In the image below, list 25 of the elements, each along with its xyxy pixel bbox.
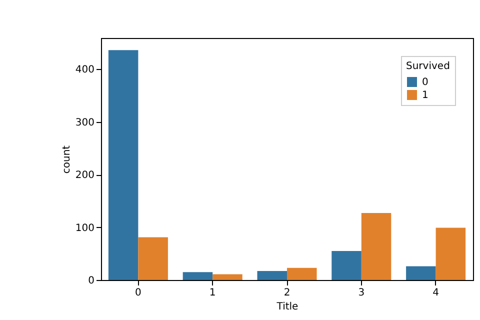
y-tick-label: 300	[75, 117, 94, 128]
bar	[257, 271, 287, 280]
x-tick-label: 3	[358, 288, 365, 298]
bar	[436, 228, 466, 280]
x-tick-label: 0	[135, 288, 142, 298]
legend-label: 0	[422, 77, 428, 88]
bar	[212, 274, 242, 280]
x-tick-label: 4	[432, 288, 439, 298]
bar	[108, 50, 138, 280]
bar	[287, 268, 317, 280]
x-tick-label: 2	[284, 288, 290, 298]
bar	[138, 237, 168, 280]
bar	[406, 266, 436, 280]
x-tick-label: 1	[209, 288, 216, 298]
bar	[332, 251, 362, 280]
legend-title: Survived	[406, 61, 450, 72]
bar	[182, 272, 213, 280]
y-tick-label: 100	[75, 222, 94, 234]
y-tick-label: 0	[88, 276, 94, 286]
y-tick-label: 400	[75, 64, 94, 76]
bar	[361, 213, 392, 280]
y-tick-label: 200	[75, 170, 94, 182]
legend-label: 1	[422, 90, 428, 101]
y-axis-title: count	[61, 145, 72, 174]
x-axis-title: Title	[276, 302, 298, 312]
